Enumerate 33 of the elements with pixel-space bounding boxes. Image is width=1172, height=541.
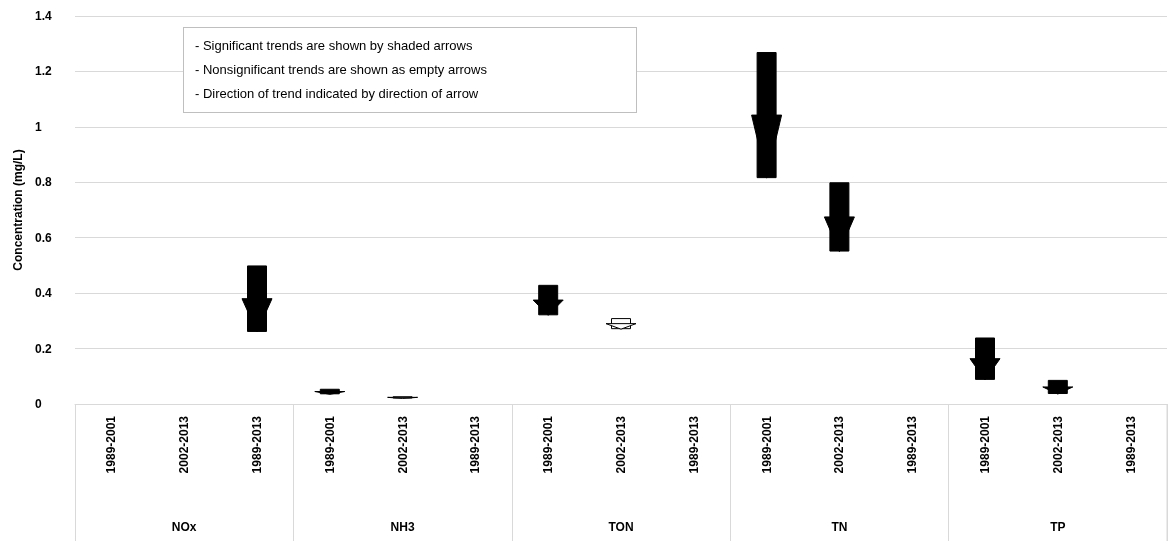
annotation: - Significant trends are shown by shaded arrows bbox=[195, 37, 474, 55]
y-tick-label: 1.2 bbox=[35, 64, 53, 79]
text: NOx bbox=[171, 520, 197, 534]
x-tick-label: 2002-2013 bbox=[177, 415, 192, 474]
x-tick-label: 1989-2001 bbox=[978, 415, 992, 474]
note-box: - Significant trends are shown by shaded arrows - Nonsignificant trends are shown as empty arrows - Direction of trend indicated by direction of arrow bbox=[183, 27, 637, 113]
text: NH3 bbox=[390, 520, 415, 534]
x-tick-label: 2002-2013 bbox=[614, 415, 628, 474]
text: TN bbox=[831, 520, 848, 534]
x-tick-label: 2002-2013 bbox=[832, 415, 847, 474]
x-tick-label: 2002-2013 bbox=[1050, 415, 1065, 474]
x-tick-label: 1989-2013 bbox=[250, 415, 264, 474]
x-tick-label: 1989-2001 bbox=[759, 415, 774, 474]
y-tick-label: 0.6 bbox=[35, 230, 53, 245]
x-tick-label: 1989-2013 bbox=[1123, 415, 1138, 474]
x-tick-label: 2002-2013 bbox=[395, 415, 410, 474]
y-axis-title: Concentration (mg/L) bbox=[11, 149, 26, 271]
x-tick-label: 1989-2001 bbox=[104, 415, 119, 474]
x-tick-label: 1989-2013 bbox=[905, 415, 920, 474]
y-tick-label: 1.4 bbox=[35, 9, 53, 23]
y-tick-label: 1 bbox=[35, 119, 42, 134]
annotation: - Nonsignificant trends are shown as empty arrows bbox=[195, 61, 488, 79]
annotation: - Direction of trend indicated by direction of arrow bbox=[195, 85, 480, 103]
y-tick-label: 0 bbox=[35, 397, 42, 411]
y-tick-label: 0.8 bbox=[35, 175, 53, 190]
y-tick-label: 0.4 bbox=[35, 286, 53, 301]
y-tick-label: 0.2 bbox=[35, 341, 53, 356]
text: TP bbox=[1050, 520, 1066, 534]
x-tick-label: 1989-2013 bbox=[468, 415, 483, 474]
x-tick-label: 1989-2013 bbox=[686, 415, 701, 474]
text: TON bbox=[608, 520, 634, 534]
x-tick-label: 1989-2001 bbox=[541, 415, 556, 474]
x-tick-label: 1989-2001 bbox=[322, 415, 337, 474]
